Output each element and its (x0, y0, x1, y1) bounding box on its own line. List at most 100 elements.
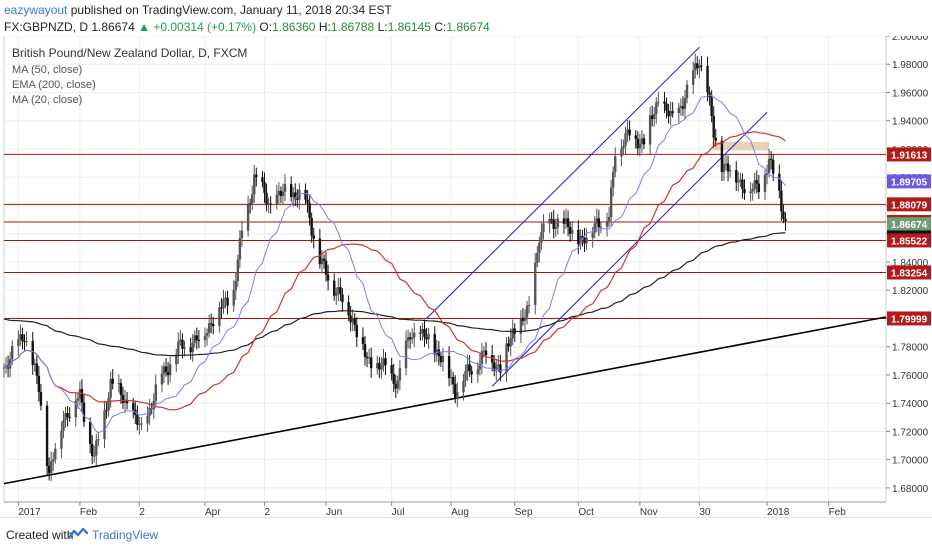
publish-info: published on TradingView.com, January 11… (70, 3, 392, 17)
candle-body (622, 146, 625, 149)
candle-body (735, 170, 738, 183)
candle-body (609, 187, 613, 217)
candle-body (722, 164, 726, 173)
candle-body (292, 192, 295, 198)
candle-body (382, 358, 385, 367)
y-tick-label: 1.96000 (892, 88, 929, 99)
candle-body (507, 343, 510, 347)
x-tick-label: 2017 (18, 507, 41, 517)
resistance-zone (711, 141, 770, 151)
price-axis[interactable]: 1.68000 1.70000 1.72000 1.74000 1.76000 1.780… (886, 32, 929, 495)
candle-body (671, 111, 674, 114)
quote-line: FX:GBPNZD, D 1.86674 ▲ +0.00314 (+0.17%)… (4, 20, 490, 34)
candle-body (556, 218, 560, 228)
candle-body (638, 143, 642, 149)
open-label: O: (259, 20, 273, 34)
candle-body (263, 181, 266, 193)
candle-body (207, 323, 211, 333)
candle-body (698, 65, 701, 69)
tradingview-link[interactable]: TradingView (92, 528, 159, 542)
candle-body (655, 102, 658, 115)
candle-body (318, 238, 322, 265)
candle-body (253, 174, 256, 195)
candle-body (111, 378, 114, 384)
candle-body (476, 369, 480, 375)
candle-body (691, 70, 695, 85)
candle-body (724, 163, 728, 165)
candle-body (751, 188, 754, 192)
candle-body (568, 226, 572, 234)
candle-body (160, 373, 164, 385)
candle-body (778, 173, 781, 191)
candle-body (685, 84, 689, 99)
candle-body (739, 179, 742, 182)
candle-body (394, 383, 397, 389)
candle-body (714, 137, 717, 141)
candle-body (449, 377, 453, 379)
candle-body (95, 440, 98, 456)
candle-body (495, 365, 498, 371)
candle-body (466, 364, 469, 372)
candle-body (261, 177, 264, 182)
candle-body (620, 148, 623, 157)
x-tick-label: Sep (515, 507, 533, 517)
price-chart[interactable]: 1.68000 1.70000 1.72000 1.74000 1.76000 1.780… (0, 32, 932, 518)
horizontal-levels (4, 153, 886, 319)
candle-body (35, 363, 39, 376)
candle-body (439, 355, 443, 363)
level-label-box (887, 233, 931, 248)
candle-body (265, 192, 268, 205)
candle-body (757, 183, 761, 192)
candle-body (269, 203, 272, 205)
candle-body (369, 357, 373, 369)
plot-area (3, 35, 887, 503)
x-tick-label: 30 (699, 507, 711, 517)
candle-body (640, 138, 644, 144)
level-label: 1.86674 (891, 220, 928, 231)
candle-body (755, 180, 758, 184)
author-link[interactable]: eazywayout (4, 3, 68, 17)
candle-body (361, 337, 365, 345)
level-label-box (887, 174, 931, 189)
candle-body (611, 171, 615, 188)
grid (4, 35, 886, 502)
low-value: 1.86145 (387, 20, 431, 34)
y-tick-label: 1.94000 (892, 117, 929, 128)
candle-body (505, 343, 508, 373)
candle-body (380, 366, 383, 370)
candle-body (333, 280, 336, 296)
candle-body (277, 190, 281, 195)
candle-body (355, 324, 358, 338)
candle-body (88, 422, 92, 444)
time-axis[interactable]: 2017 Feb 2 Apr 2 Jun Jul Aug Sep Oct Nov 30 2018 Feb (4, 501, 886, 518)
candle-body (597, 218, 601, 228)
candle-body (132, 403, 135, 410)
candle-body (396, 380, 400, 389)
legend-ma20: MA (20, close) (12, 94, 82, 106)
y-tick-label: 1.76000 (892, 371, 929, 382)
chart-frame[interactable]: 1.68000 1.70000 1.72000 1.74000 1.76000 1.780… (0, 32, 932, 518)
y-tick-label: 2.00000 (892, 36, 929, 43)
candle-body (765, 173, 769, 175)
candle-body (275, 194, 279, 205)
y-tick-label: 1.84000 (892, 258, 929, 269)
candle-body (66, 413, 69, 417)
candle-body (107, 397, 110, 411)
candle-body (105, 410, 108, 412)
candle-body (564, 218, 568, 224)
candle-body (767, 158, 771, 174)
up-arrow-icon: ▲ (138, 20, 150, 34)
candle-body (349, 315, 352, 323)
candle-body (304, 189, 307, 200)
candle-body (64, 413, 67, 421)
candle-body (339, 287, 342, 295)
candle-body (392, 373, 395, 384)
y-tick-label: 1.74000 (892, 399, 929, 410)
candle-body (74, 400, 77, 418)
candle-body (478, 364, 482, 370)
candle-body (663, 101, 666, 104)
candle-body (737, 181, 740, 183)
candle-body (189, 347, 192, 353)
candle-body (624, 133, 627, 147)
candle-body (93, 455, 96, 457)
